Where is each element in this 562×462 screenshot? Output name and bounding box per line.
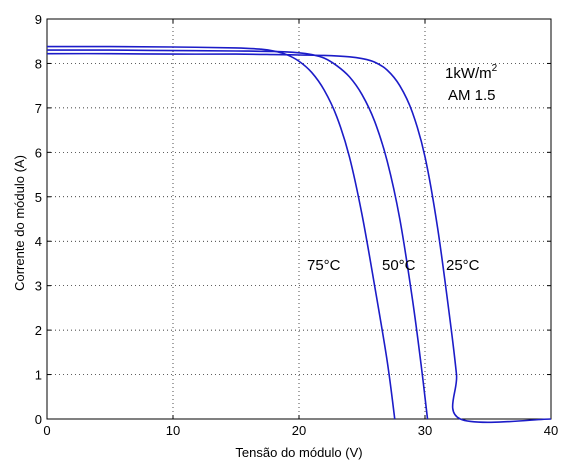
irradiance-superscript: 2 bbox=[492, 63, 498, 74]
x-tick-label: 20 bbox=[292, 423, 306, 438]
y-tick-label: 6 bbox=[35, 145, 42, 160]
x-tick-label: 30 bbox=[418, 423, 432, 438]
curves bbox=[46, 45, 552, 424]
y-tick-label: 0 bbox=[35, 412, 42, 427]
irradiance-annotation: 1kW/m2 bbox=[445, 63, 498, 82]
curve-label-25c: 25°C bbox=[446, 257, 480, 274]
series-line-0 bbox=[46, 52, 552, 424]
irradiance-base: 1kW/m bbox=[445, 65, 492, 82]
curve-label-50c: 50°C bbox=[382, 257, 416, 274]
y-tick-label: 1 bbox=[35, 368, 42, 383]
grid bbox=[47, 19, 551, 419]
curve-label-75c: 75°C bbox=[307, 257, 341, 274]
x-tick-label: 40 bbox=[544, 423, 558, 438]
air-mass-annotation: AM 1.5 bbox=[448, 87, 496, 104]
series-line-2 bbox=[46, 45, 396, 420]
y-tick-label: 4 bbox=[35, 234, 42, 249]
x-axis-label: Tensão do módulo (V) bbox=[235, 445, 362, 460]
y-axis-label: Corrente do módulo (A) bbox=[12, 155, 27, 291]
y-tick-label: 7 bbox=[35, 101, 42, 116]
series-line-1 bbox=[46, 49, 429, 420]
x-tick-label: 10 bbox=[166, 423, 180, 438]
y-tick-label: 9 bbox=[35, 12, 42, 27]
y-tick-label: 8 bbox=[35, 56, 42, 71]
ticks: 0 10 20 30 40 0 1 2 3 4 5 6 7 8 9 bbox=[35, 12, 558, 438]
y-tick-label: 5 bbox=[35, 190, 42, 205]
y-tick-label: 2 bbox=[35, 323, 42, 338]
y-tick-label: 3 bbox=[35, 279, 42, 294]
x-tick-label: 0 bbox=[43, 423, 50, 438]
